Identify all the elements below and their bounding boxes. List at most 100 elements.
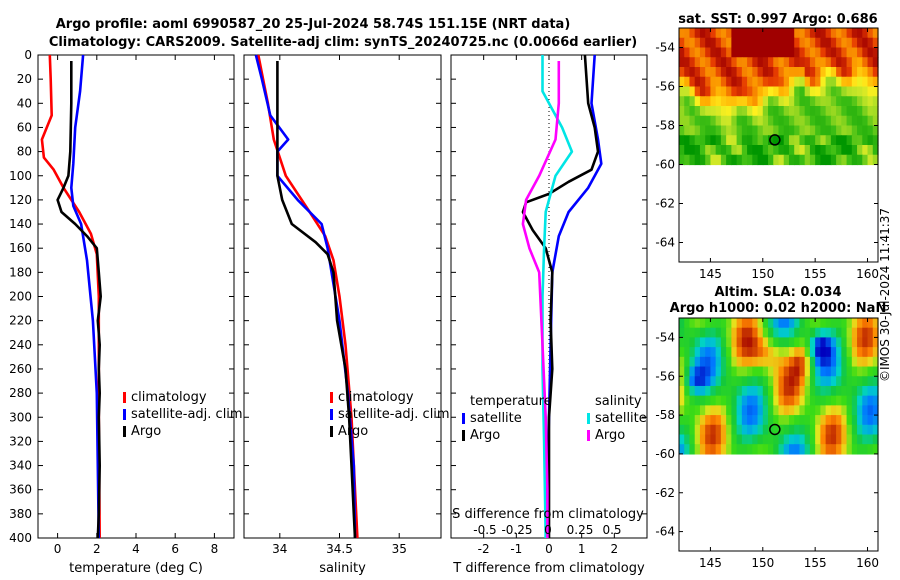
heatmap-cell: [804, 376, 811, 387]
legend-header-salinity: salinity: [595, 394, 642, 409]
heatmap-cell: [736, 395, 743, 406]
heatmap-cell: [757, 318, 764, 329]
heatmap-cell: [872, 327, 879, 339]
heatmap-cell: [679, 96, 685, 107]
heatmap-cell: [731, 424, 738, 436]
heatmap-cell: [836, 106, 842, 117]
heatmap-cell: [720, 125, 727, 136]
heatmap-cell: [778, 405, 785, 416]
heatmap-cell: [684, 444, 691, 455]
heatmap-cell: [830, 444, 837, 455]
heatmap-cell: [783, 135, 790, 146]
heatmap-cell: [715, 28, 722, 39]
heatmap-cell: [757, 106, 764, 117]
heatmap-cell: [851, 106, 858, 117]
heatmap-cell: [710, 415, 717, 426]
heatmap-cell: [830, 405, 837, 416]
heatmap-cell: [679, 415, 685, 426]
legend-swatch: [330, 392, 333, 403]
heatmap-cell: [694, 115, 701, 127]
heatmap-cell: [684, 67, 691, 78]
heatmap-cell: [794, 145, 801, 156]
heatmap-cell: [747, 327, 753, 339]
heatmap-cell: [825, 356, 832, 368]
heatmap-cell: [804, 415, 811, 426]
heatmap-cell: [815, 424, 821, 436]
heatmap-cell: [741, 347, 748, 358]
heatmap-cell: [778, 125, 785, 136]
heatmap-cell: [720, 347, 727, 358]
heatmap-cell: [794, 434, 801, 445]
heatmap-cell: [752, 376, 759, 387]
x-tick-label: 4: [132, 542, 140, 556]
heatmap-cell: [862, 366, 869, 377]
heatmap-cell: [773, 154, 780, 166]
heatmap-cell: [809, 96, 816, 107]
legend-swatch: [123, 392, 126, 403]
heatmap-cell: [705, 125, 712, 136]
y-tick-label: 180: [9, 265, 32, 279]
sst-title: sat. SST: 0.997 Argo: 0.686: [678, 12, 877, 27]
heatmap-cell: [809, 154, 816, 166]
heatmap-cell: [783, 318, 790, 329]
x-axis-top-label: S difference from climatology: [452, 507, 644, 522]
heatmap-cell: [862, 318, 869, 329]
y-tick-label: 140: [9, 217, 32, 231]
heatmap-cell: [752, 135, 759, 146]
heatmap-cell: [836, 366, 842, 377]
map-panel-sst_map: 145 150 155 160 -54 -56 -58 -60 -62 -64: [655, 27, 879, 281]
heatmap-cell: [679, 424, 685, 436]
heatmap-cell: [820, 86, 827, 97]
heatmap-cell: [862, 145, 869, 156]
heatmap-cell: [762, 405, 769, 416]
heatmap-cell: [762, 76, 769, 88]
heatmap-cell: [768, 154, 774, 166]
heatmap-cell: [757, 405, 764, 416]
heatmap-cell: [752, 125, 759, 136]
heatmap-cell: [736, 57, 743, 68]
heatmap-cell: [857, 145, 863, 156]
heatmap-cell: [741, 115, 748, 127]
heatmap-cell: [710, 37, 717, 49]
heatmap-cell: [710, 125, 717, 136]
heatmap-cell: [694, 67, 701, 78]
heatmap-cell: [820, 28, 827, 39]
heatmap-cell: [689, 57, 696, 68]
heatmap-cell: [731, 318, 738, 329]
heatmap-cell: [752, 318, 759, 329]
heatmap-cell: [830, 57, 837, 68]
heatmap-cell: [846, 76, 853, 88]
heatmap-cell: [731, 28, 738, 39]
heatmap-cell: [679, 47, 685, 58]
heatmap-cell: [841, 434, 848, 445]
heatmap-cell: [741, 415, 748, 426]
heatmap-cell: [736, 424, 743, 436]
heatmap-cell: [694, 337, 701, 348]
heatmap-cell: [851, 47, 858, 58]
x-tick-label: 150: [751, 267, 774, 281]
heatmap-cell: [846, 125, 853, 136]
heatmap-cell: [804, 96, 811, 107]
axes-box: [37, 54, 235, 539]
heatmap-cell: [694, 434, 701, 445]
heatmap-cell: [851, 424, 858, 436]
heatmap-cell: [699, 337, 706, 348]
y-tick-label: 360: [9, 483, 32, 497]
heatmap-cell: [846, 86, 853, 97]
heatmap-cell: [736, 366, 743, 377]
heatmap-cell: [825, 376, 832, 387]
heatmap-cell: [872, 37, 879, 49]
heatmap-cell: [825, 405, 832, 416]
x-tick-label: 160: [856, 556, 879, 570]
heatmap-cell: [736, 37, 743, 49]
heatmap-cell: [694, 135, 701, 146]
heatmap-cell: [841, 356, 848, 368]
heatmap-cell: [699, 47, 706, 58]
heatmap-cell: [694, 356, 701, 368]
heatmap-cell: [820, 125, 827, 136]
heatmap-cell: [867, 145, 874, 156]
y-tick-label: 40: [17, 96, 32, 110]
heatmap-cell: [872, 424, 879, 436]
heatmap-cell: [778, 154, 785, 166]
heatmap-cell: [736, 106, 743, 117]
